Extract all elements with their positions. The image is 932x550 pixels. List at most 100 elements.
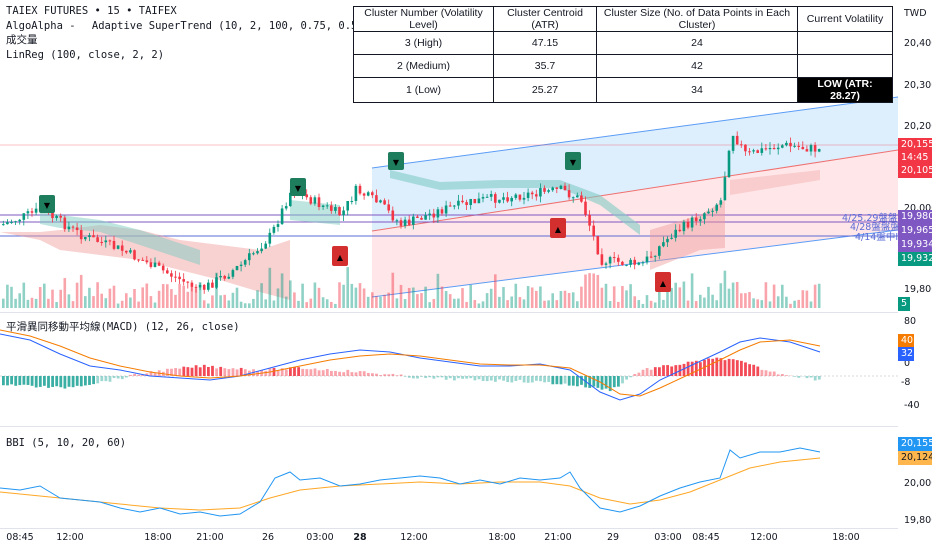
hline-price-tag: 19,965 <box>898 224 932 238</box>
svg-text:▼: ▼ <box>44 201 51 210</box>
svg-text:▲: ▲ <box>555 225 562 234</box>
table-header-row: Cluster Number (Volatility Level) Cluste… <box>353 6 893 32</box>
table-row: 1 (Low) 25.27 34 LOW (ATR: 28.27) <box>353 77 893 103</box>
table-row: 2 (Medium) 35.7 42 <box>353 54 893 78</box>
time-axis-label: 18:00 <box>488 532 516 543</box>
table-cell: 42 <box>596 54 798 78</box>
bbi-chart[interactable] <box>0 428 898 528</box>
table-header-cell: Cluster Size (No. of Data Points in Each… <box>596 6 798 32</box>
supertrend-bear-fill-2 <box>650 200 725 270</box>
price-axis-label: 20,400 <box>904 38 932 49</box>
supertrend-name: AlgoAlpha - <box>6 20 76 32</box>
time-axis-label: 28 <box>353 532 367 543</box>
hline-label: 4/14盤中H <box>855 232 903 243</box>
buy-signal-marker[interactable]: ▲ <box>332 246 348 266</box>
macd-chart[interactable] <box>0 314 898 424</box>
candles <box>2 131 821 294</box>
macd-axis-label: 80 <box>904 316 917 327</box>
time-axis-label: 26 <box>261 532 275 543</box>
time-axis-label: 12:00 <box>56 532 84 543</box>
time-axis-label: 18:00 <box>832 532 860 543</box>
svg-text:▼: ▼ <box>393 158 400 167</box>
macd-axis-label: -40 <box>904 400 920 411</box>
time-axis-label: 29 <box>606 532 620 543</box>
time-axis-label: 12:00 <box>400 532 428 543</box>
supertrend-bear-fill-3 <box>730 170 820 195</box>
table-cell: 34 <box>596 77 798 103</box>
supertrend-price-tag: 19,932 <box>898 252 932 266</box>
table-cell: 47.15 <box>493 31 597 55</box>
countdown-tag: 14:45 <box>898 151 932 165</box>
bbi-slow-value-tag: 20,124 <box>898 451 932 465</box>
panel-separator <box>0 528 898 529</box>
last-price-tag: 20,155 <box>898 138 932 152</box>
volume-bars <box>2 267 821 308</box>
price-axis-label: 20,300 <box>904 80 932 91</box>
legend-bbi[interactable]: BBI (5, 10, 20, 60) <box>6 437 127 449</box>
legend-linreg[interactable]: LinReg (100, close, 2, 2) <box>6 49 165 61</box>
table-cell: 3 (High) <box>353 31 494 55</box>
buy-signal-marker[interactable]: ▲ <box>550 218 566 238</box>
table-cell: 1 (Low) <box>353 77 494 103</box>
table-cell: 35.7 <box>493 54 597 78</box>
time-axis-label: 12:00 <box>750 532 778 543</box>
volume-tag: 5 <box>898 297 910 311</box>
buy-signal-marker[interactable]: ▲ <box>655 272 671 292</box>
sell-signal-marker[interactable]: ▼ <box>290 178 306 196</box>
price-tag: 20,105 <box>898 164 932 178</box>
macd-value-tag: 32 <box>898 347 914 361</box>
legend-symbol[interactable]: TAIEX FUTURES • 15 • TAIFEX <box>6 5 177 17</box>
linreg-mid-line <box>371 149 898 232</box>
time-axis-label: 03:00 <box>306 532 334 543</box>
bbi-slow-line <box>0 457 821 511</box>
time-axis-label: 03:00 <box>654 532 682 543</box>
histogram-value-tag: -8 <box>898 376 932 390</box>
currency-label: TWD <box>904 8 927 19</box>
sell-signal-marker[interactable]: ▼ <box>388 152 404 170</box>
price-axis-label: 20,200 <box>904 121 932 132</box>
cluster-table: Cluster Number (Volatility Level) Cluste… <box>353 6 893 103</box>
table-cell: 25.27 <box>493 77 597 103</box>
hline-price-tag: 19,934 <box>898 238 932 252</box>
hline-label: 4/25.29盤盤盤 <box>842 213 907 224</box>
price-axis-label: 20,000 <box>904 203 932 214</box>
table-cell <box>797 54 893 78</box>
svg-text:▼: ▼ <box>295 184 302 193</box>
table-row: 3 (High) 47.15 24 <box>353 31 893 55</box>
table-header-cell: Current Volatility <box>797 6 893 32</box>
time-axis-label: 21:00 <box>544 532 572 543</box>
legend-volume[interactable]: 成交量 <box>6 34 38 46</box>
supertrend-bull-fill-2 <box>390 170 640 235</box>
table-header-cell: Cluster Number (Volatility Level) <box>353 6 494 32</box>
svg-text:▲: ▲ <box>660 279 667 288</box>
panel-separator <box>0 426 898 427</box>
table-header-cell: Cluster Centroid (ATR) <box>493 6 597 32</box>
time-axis-label: 21:00 <box>196 532 224 543</box>
panel-separator <box>0 312 898 313</box>
time-axis-label: 18:00 <box>144 532 172 543</box>
linreg-upper-line <box>371 96 898 169</box>
table-cell: 24 <box>596 31 798 55</box>
hline-label: 4/28盤盤盤 <box>850 222 900 233</box>
macd-line <box>0 333 821 401</box>
signal-line <box>0 329 821 397</box>
time-axis-label: 08:45 <box>692 532 720 543</box>
supertrend-bear-fill <box>0 225 290 300</box>
current-volatility-cell: LOW (ATR: 28.27) <box>797 77 893 103</box>
hline-price-tag: 19,980 <box>898 210 932 224</box>
bbi-line <box>0 447 821 517</box>
bbi-axis-label: 20,000 <box>904 478 932 489</box>
svg-text:▼: ▼ <box>570 158 577 167</box>
main-price-chart[interactable]: ▼ ▼ ▼ ▼ ▲ ▲ ▲ <box>0 0 898 310</box>
bbi-value-tag: 20,155 <box>898 437 932 451</box>
macd-axis-label: 0 <box>904 358 911 369</box>
svg-text:▲: ▲ <box>337 253 344 262</box>
legend-macd[interactable]: 平滑異同移動平均線(MACD) (12, 26, close) <box>6 321 240 333</box>
sell-signal-marker[interactable]: ▼ <box>565 152 581 170</box>
table-cell <box>797 31 893 55</box>
price-axis-label: 19,800 <box>904 284 932 295</box>
sell-signal-marker[interactable]: ▼ <box>39 195 55 213</box>
bbi-axis-label: 19,800 <box>904 515 932 526</box>
time-axis-label: 08:45 <box>6 532 34 543</box>
signal-value-tag: 40 <box>898 334 914 348</box>
